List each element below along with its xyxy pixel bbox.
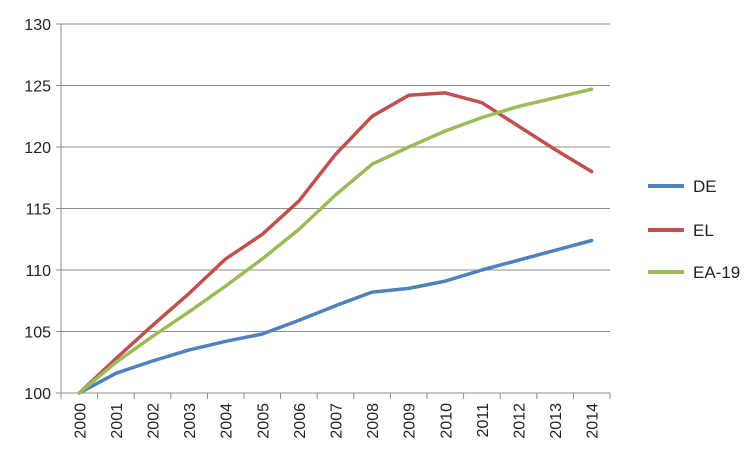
- series-line-ea-19: [77, 87, 594, 395]
- x-tick-label: 2004: [219, 403, 236, 439]
- x-tick-label: 2012: [512, 403, 529, 439]
- x-tick-label: 2010: [438, 403, 455, 439]
- x-tick-label: 2000: [72, 403, 89, 439]
- x-tick-label: 2002: [146, 403, 163, 439]
- axes: [56, 23, 611, 399]
- y-tick-label: 110: [25, 263, 51, 280]
- y-tick-label: 100: [24, 386, 51, 403]
- y-tick-label: 105: [24, 325, 51, 342]
- series-lines: [77, 87, 594, 395]
- y-tick-label: 120: [24, 140, 51, 157]
- y-tick-label: 130: [24, 17, 51, 34]
- x-tick-label: 2013: [548, 403, 565, 439]
- x-tick-label: 2011: [475, 403, 492, 438]
- legend-label-de: DE: [693, 177, 717, 196]
- x-tick-label: 2001: [109, 403, 126, 439]
- x-tick-label: 2007: [329, 403, 346, 439]
- x-tick-label: 2009: [402, 403, 419, 439]
- series-line-el: [77, 91, 594, 395]
- y-tick-labels: 100 105 110 115 120 125 130: [24, 17, 51, 403]
- x-tick-labels: 2000 2001 2002 2003 2004 2005 2006 2007 2008 2009…: [72, 403, 601, 439]
- x-tick-label: 2006: [292, 403, 309, 439]
- y-tick-label: 125: [24, 79, 51, 96]
- x-tick-label: 2005: [255, 403, 272, 439]
- series-line-de: [77, 238, 594, 395]
- legend: DE EL EA-19: [648, 177, 740, 282]
- x-tick-label: 2003: [182, 403, 199, 439]
- y-tick-label: 115: [25, 202, 51, 219]
- x-tick-label: 2014: [585, 403, 602, 439]
- grid-lines: [61, 23, 610, 332]
- legend-label-ea-19: EA-19: [693, 263, 740, 282]
- x-tick-label: 2008: [365, 403, 382, 439]
- legend-label-el: EL: [693, 221, 714, 240]
